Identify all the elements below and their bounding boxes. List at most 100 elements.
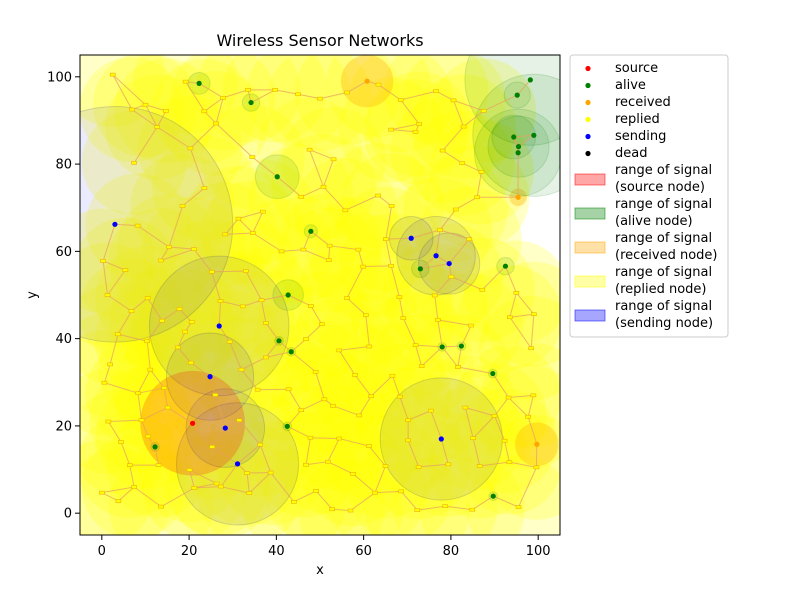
node-replied — [308, 304, 313, 307]
node-replied — [247, 492, 252, 495]
legend-label: alive — [615, 78, 646, 93]
node-replied — [191, 248, 196, 251]
node-sending — [409, 236, 414, 241]
legend-marker-patch — [575, 208, 605, 219]
node-replied — [304, 463, 309, 466]
node-replied — [159, 505, 164, 508]
node-replied — [357, 414, 362, 417]
x-tick-label: 60 — [355, 544, 372, 559]
node-replied — [398, 98, 403, 101]
node-replied — [268, 471, 273, 474]
node-replied — [529, 347, 534, 350]
node-received — [365, 79, 370, 84]
node-replied — [390, 374, 395, 377]
node-replied — [480, 288, 485, 291]
node-replied — [183, 330, 188, 333]
node-replied — [223, 233, 228, 236]
node-alive — [531, 133, 536, 138]
node-replied — [245, 472, 250, 475]
chart-title: Wireless Sensor Networks — [216, 31, 423, 50]
node-replied — [108, 363, 113, 366]
node-alive — [275, 174, 280, 179]
node-replied — [145, 297, 150, 300]
node-replied — [345, 297, 350, 300]
node-replied — [376, 83, 381, 86]
node-replied — [397, 296, 402, 299]
legend: sourcealivereceivedrepliedsendingdeadran… — [570, 55, 728, 337]
node-replied — [389, 204, 394, 207]
node-alive — [152, 444, 157, 449]
node-received — [516, 195, 521, 200]
node-replied — [105, 294, 110, 297]
node-replied — [367, 345, 372, 348]
node-replied — [258, 443, 263, 446]
node-replied — [361, 265, 366, 268]
node-replied — [255, 388, 260, 391]
legend-label: sending — [615, 129, 666, 144]
node-replied — [502, 439, 507, 442]
node-replied — [376, 194, 381, 197]
node-alive — [516, 150, 521, 155]
x-axis-title: x — [316, 563, 324, 578]
node-replied — [479, 170, 484, 173]
node-replied — [246, 88, 251, 91]
node-replied — [263, 321, 268, 324]
node-alive — [516, 144, 521, 149]
node-alive — [197, 81, 202, 86]
legend-marker-point — [585, 134, 590, 139]
node-replied — [279, 250, 284, 253]
node-replied — [460, 162, 465, 165]
node-replied — [106, 420, 111, 423]
node-replied — [322, 398, 327, 401]
node-replied — [307, 148, 312, 151]
node-replied — [210, 445, 215, 448]
node-replied — [202, 110, 207, 113]
node-replied — [158, 259, 163, 262]
node-alive — [286, 292, 291, 297]
node-replied — [326, 259, 331, 262]
node-replied — [406, 439, 411, 442]
node-replied — [363, 314, 368, 317]
legend-label: received — [615, 95, 671, 110]
node-alive — [528, 77, 533, 82]
node-replied — [455, 366, 460, 369]
node-replied — [492, 414, 497, 417]
node-replied — [419, 365, 424, 368]
node-replied — [160, 319, 165, 322]
node-replied — [352, 373, 357, 376]
node-replied — [155, 126, 160, 129]
node-replied — [446, 463, 451, 466]
legend-marker-point — [585, 66, 590, 71]
node-replied — [325, 460, 330, 463]
node-alive — [248, 100, 253, 105]
node-replied — [397, 395, 402, 398]
node-replied — [188, 361, 193, 364]
node-replied — [337, 437, 342, 440]
node-replied — [514, 291, 519, 294]
node-replied — [389, 128, 394, 131]
node-replied — [343, 209, 348, 212]
node-replied — [299, 195, 304, 198]
legend-marker-point — [585, 151, 590, 156]
node-replied — [189, 321, 194, 324]
legend-marker-patch — [575, 276, 605, 287]
node-replied — [440, 149, 445, 152]
node-replied — [453, 208, 458, 211]
node-replied — [481, 109, 486, 112]
node-replied — [475, 196, 480, 199]
node-replied — [180, 204, 185, 207]
node-replied — [119, 441, 124, 444]
node-replied — [304, 338, 309, 341]
node-replied — [136, 392, 141, 395]
node-replied — [319, 323, 324, 326]
node-replied — [177, 307, 182, 310]
node-sending — [235, 461, 240, 466]
node-replied — [218, 300, 223, 303]
legend-label: replied — [615, 112, 660, 127]
x-tick-label: 20 — [181, 544, 198, 559]
node-replied — [250, 156, 255, 159]
node-replied — [127, 464, 132, 467]
node-replied — [356, 248, 361, 251]
node-replied — [415, 509, 420, 512]
node-replied — [451, 99, 456, 102]
